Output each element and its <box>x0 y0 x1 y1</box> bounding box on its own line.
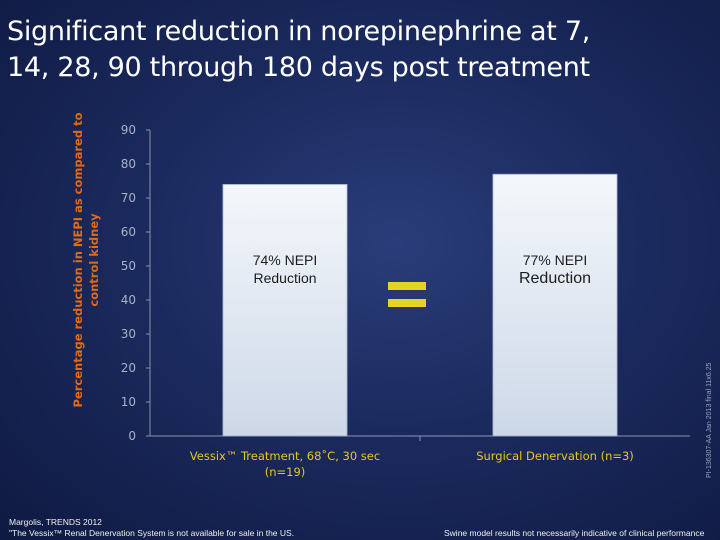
y-tick-label: 50 <box>121 259 136 273</box>
y-tick-label: 80 <box>121 157 136 171</box>
bars <box>222 173 618 437</box>
x-category-label-line-1: Surgical Denervation (n=3) <box>476 449 634 463</box>
y-tick-label: 0 <box>128 429 136 443</box>
bar-annotation-line-2: Reduction <box>519 270 591 287</box>
y-tick-label: 70 <box>121 191 136 205</box>
bar <box>492 173 618 437</box>
x-category-label-line-1: Vessix™ Treatment, 68˚C, 30 sec <box>190 448 380 463</box>
y-axis-title-line-1: Percentage reduction in NEPI as compared… <box>71 112 85 407</box>
y-tick-label: 10 <box>121 395 136 409</box>
bar <box>222 183 348 437</box>
slide-title-line-2: 14, 28, 90 through 180 days post treatme… <box>7 52 590 83</box>
slide-title: Significant reduction in norepinephrine … <box>7 14 707 86</box>
footnote-swine-disclaimer: Swine model results not necessarily indi… <box>444 528 705 538</box>
equals-sign <box>388 282 426 316</box>
bar-annotation-line-1: 74% NEPI <box>253 252 318 268</box>
y-axis-title: Percentage reduction in NEPI as compared… <box>71 112 101 407</box>
slide-title-line-1: Significant reduction in norepinephrine … <box>7 16 591 47</box>
y-tick-label: 30 <box>121 327 136 341</box>
y-axis-title-line-2: control kidney <box>87 213 101 307</box>
x-category-label-line-2: (n=19) <box>265 465 306 479</box>
equals-bar-top <box>388 282 426 290</box>
document-code: PI-136307-AA Jan 2013 final 11x6.25 <box>706 362 713 478</box>
bar-annotation-line-2: Reduction <box>253 270 316 286</box>
bar-annotations: 74% NEPI Reduction 77% NEPI Reduction <box>253 252 591 287</box>
y-tick-label: 60 <box>121 225 136 239</box>
footnote-source: Margolis, TRENDS 2012 "The Vessix™ Renal… <box>9 517 294 539</box>
y-axis: 0 10 20 30 40 50 60 70 80 90 <box>121 123 690 443</box>
y-tick-label: 40 <box>121 293 136 307</box>
x-axis-categories: Vessix™ Treatment, 68˚C, 30 sec (n=19) Sur… <box>190 448 634 479</box>
y-tick-label: 20 <box>121 361 136 375</box>
footnote-citation: Margolis, TRENDS 2012 <box>9 517 102 527</box>
y-tick-label: 90 <box>121 123 136 137</box>
bar-annotation-line-1: 77% NEPI <box>523 252 588 268</box>
footnote-disclaimer: "The Vessix™ Renal Denervation System is… <box>9 528 295 538</box>
equals-bar-bottom <box>388 299 426 307</box>
